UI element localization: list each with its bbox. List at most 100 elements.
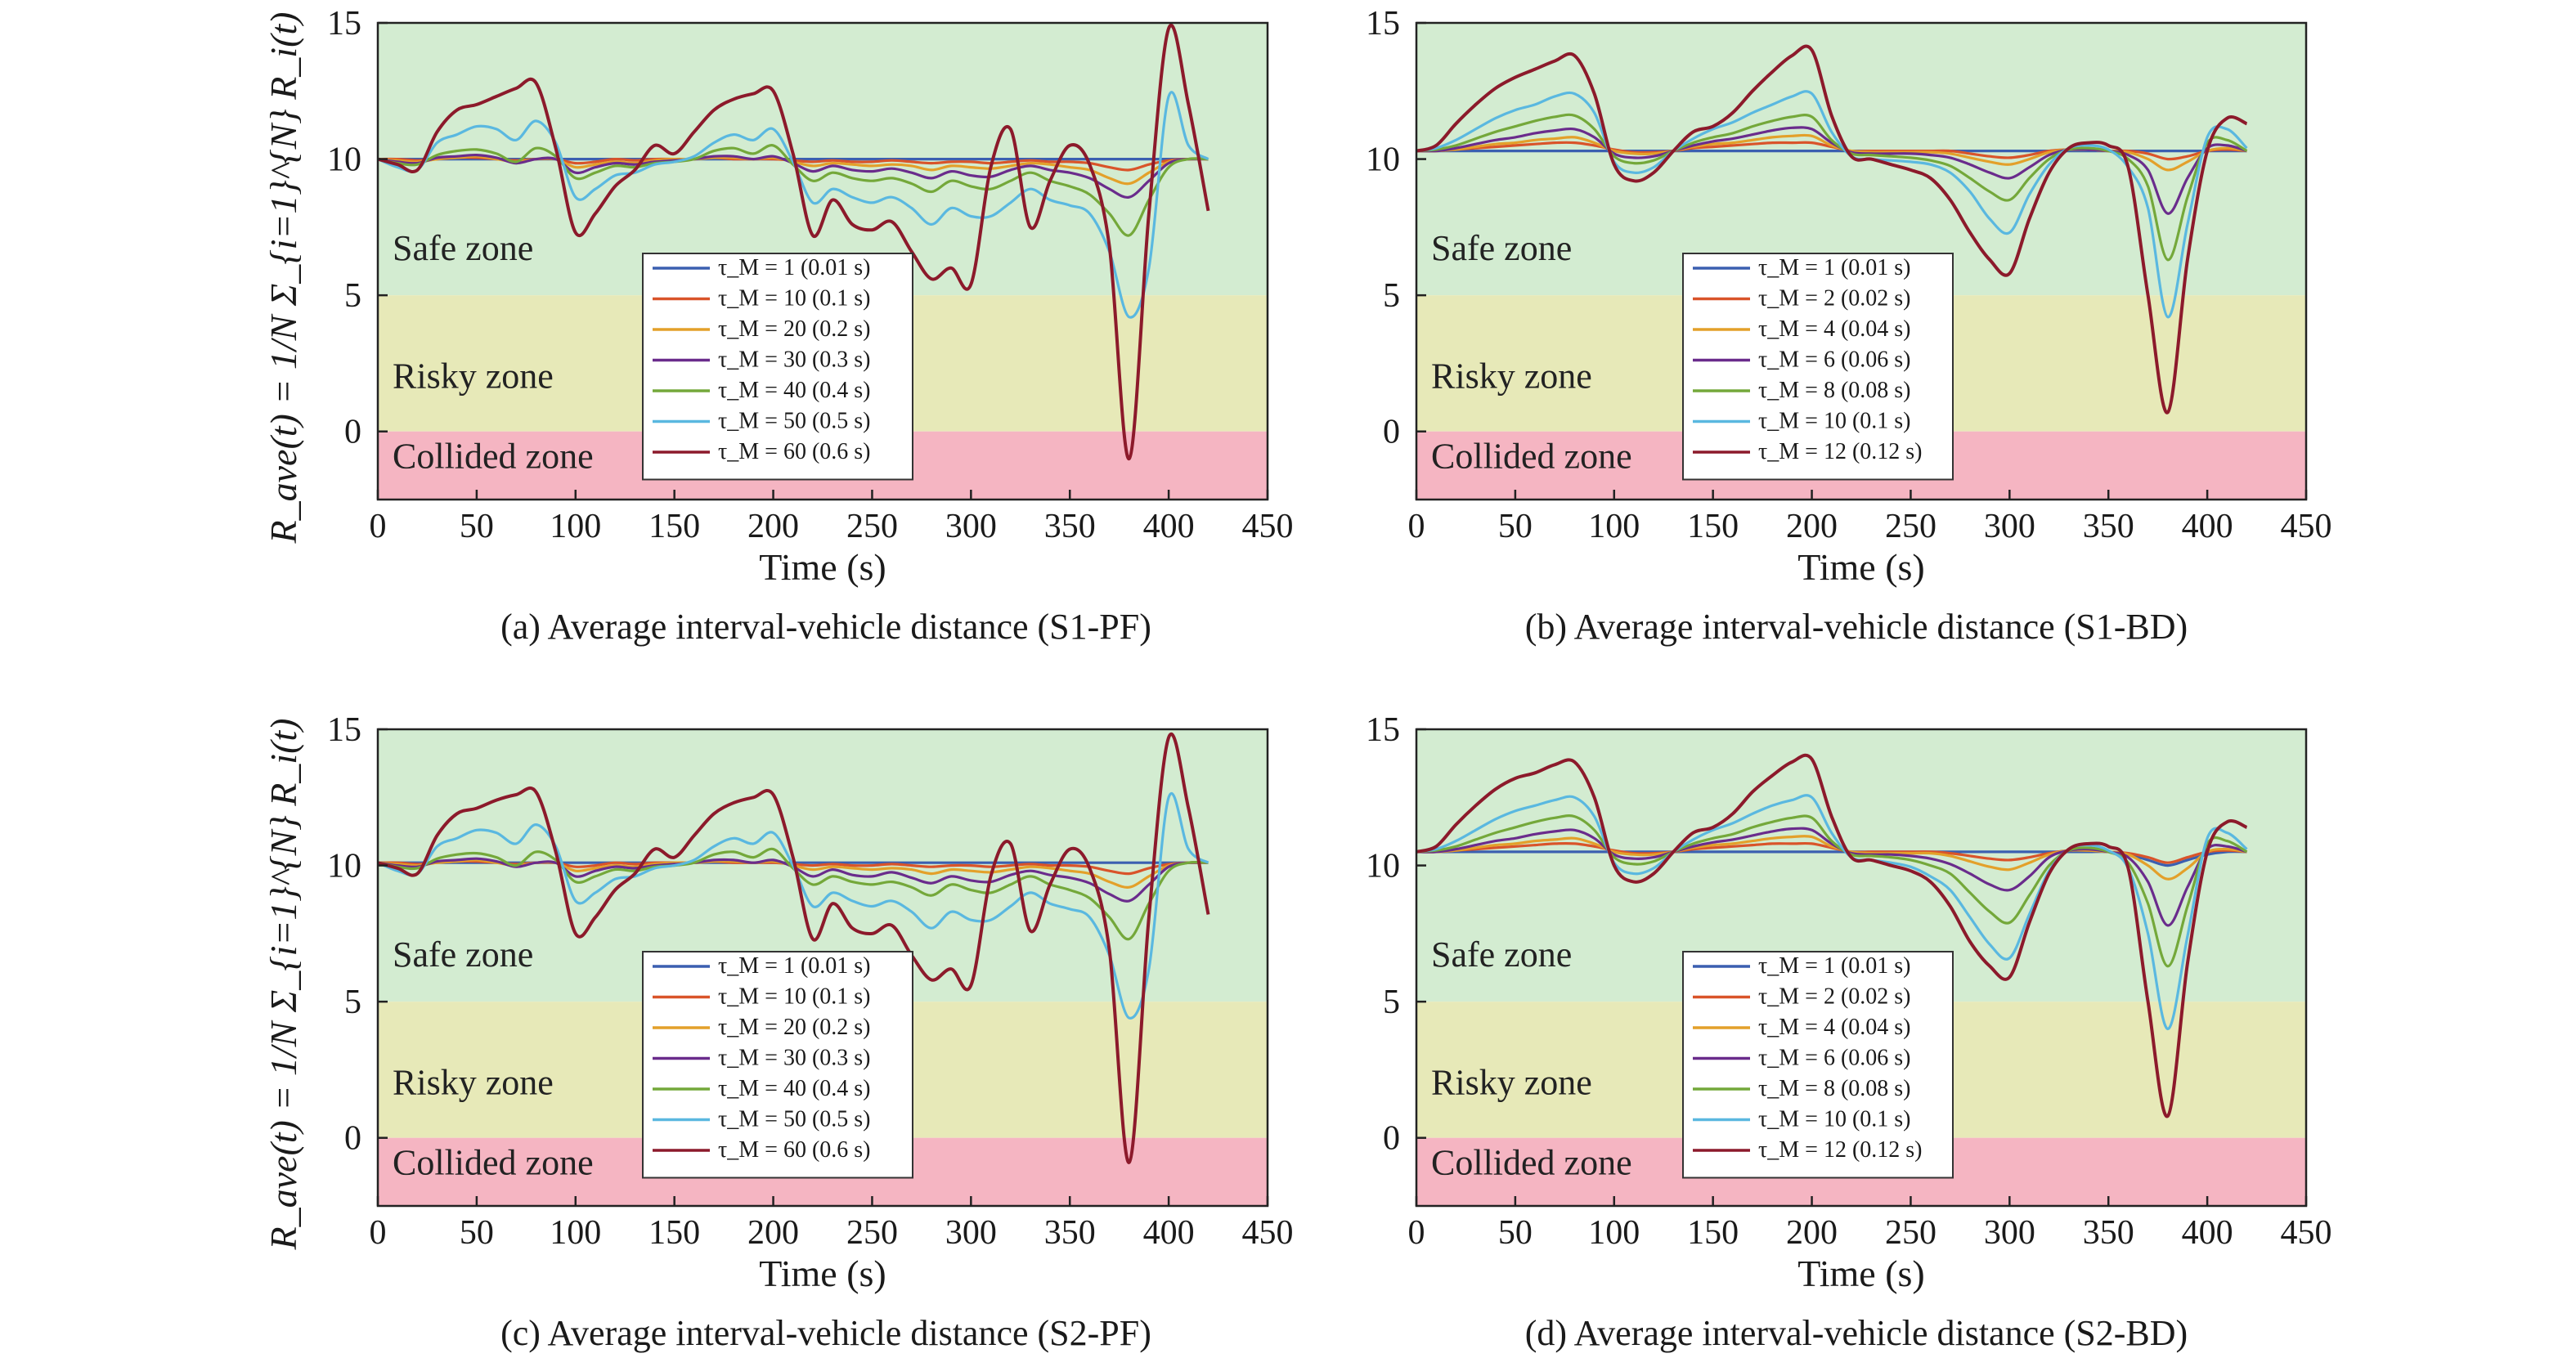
y-tick-label: 10 (327, 848, 361, 885)
legend-entry: τ_M = 4 (0.04 s) (1758, 1015, 1910, 1040)
legend-entry: τ_M = 60 (0.6 s) (718, 439, 870, 464)
panel-caption: (c) Average interval-vehicle distance (S… (500, 1313, 1151, 1353)
x-tick-label: 450 (2281, 1214, 2332, 1252)
legend-entry: τ_M = 2 (0.02 s) (1758, 286, 1910, 311)
series-line (378, 91, 1209, 319)
panel-caption: (a) Average interval-vehicle distance (S… (500, 607, 1151, 647)
legend-entry: τ_M = 50 (0.5 s) (718, 409, 870, 434)
legend-box (642, 951, 913, 1179)
series-group (1416, 44, 2248, 415)
legend-entry: τ_M = 6 (0.06 s) (1758, 1046, 1910, 1071)
plot-frame (1415, 21, 2308, 501)
zone-label: Risky zone (1431, 356, 1592, 396)
x-tick-label: 100 (1588, 1214, 1640, 1252)
y-tick-label: 0 (344, 414, 361, 451)
series-line (1416, 44, 2248, 415)
x-tick-label: 400 (1143, 508, 1195, 545)
x-tick-label: 350 (2083, 1214, 2134, 1252)
x-tick-label: 0 (370, 508, 387, 545)
x-tick-label: 200 (747, 508, 799, 545)
x-tick-label: 50 (460, 508, 494, 545)
zone-label: Collided zone (1431, 437, 1632, 477)
y-tick-label: 5 (344, 984, 361, 1021)
legend-entry: τ_M = 12 (0.12 s) (1758, 1137, 1922, 1163)
legend-entry: τ_M = 1 (0.01 s) (718, 255, 870, 280)
x-tick-label: 50 (1498, 508, 1533, 545)
legend-entry: τ_M = 8 (0.08 s) (1758, 1076, 1910, 1101)
legend-box (642, 253, 913, 481)
x-tick-label: 50 (460, 1214, 494, 1252)
legend-entry: τ_M = 1 (0.01 s) (1758, 255, 1910, 280)
x-tick-label: 150 (648, 1214, 700, 1252)
legend-entry: τ_M = 30 (0.3 s) (718, 347, 870, 373)
x-tick-label: 450 (1242, 508, 1294, 545)
chart-panel-1: Safe zone Risky zone Collided zone 0 50 100 15… (1366, 5, 2332, 647)
x-tick-label: 250 (1885, 508, 1936, 545)
x-tick-label: 50 (1498, 1214, 1533, 1252)
y-axis-label: R_ave(t) = 1/N Σ_{i=1}^{N} R_i(t) (263, 719, 304, 1251)
legend-entry: τ_M = 10 (0.1 s) (1758, 409, 1910, 434)
legend-entry: τ_M = 10 (0.1 s) (718, 984, 870, 1010)
legend-entry: τ_M = 20 (0.2 s) (718, 1015, 870, 1040)
zone-label: Risky zone (393, 356, 554, 396)
legend-entry: τ_M = 40 (0.4 s) (718, 378, 870, 403)
series-line (1416, 753, 2248, 1118)
panel-caption: (b) Average interval-vehicle distance (S… (1525, 607, 2188, 647)
legend-entry: τ_M = 50 (0.5 s) (718, 1107, 870, 1132)
x-tick-label: 100 (1588, 508, 1640, 545)
x-tick-label: 250 (846, 1214, 898, 1252)
legend-entry: τ_M = 8 (0.08 s) (1758, 378, 1910, 403)
x-tick-label: 200 (747, 1214, 799, 1252)
zone-label: Collided zone (393, 437, 594, 477)
x-tick-label: 150 (1687, 1214, 1739, 1252)
x-tick-label: 200 (1786, 508, 1838, 545)
zone-label: Collided zone (1431, 1143, 1632, 1183)
legend-box (1682, 253, 1954, 481)
x-tick-label: 400 (2182, 1214, 2233, 1252)
x-tick-label: 0 (370, 1214, 387, 1252)
y-tick-label: 10 (1366, 141, 1400, 179)
x-tick-label: 400 (1143, 1214, 1195, 1252)
zone-label: Collided zone (393, 1143, 594, 1183)
series-line (378, 733, 1210, 1164)
x-tick-label: 0 (1408, 1214, 1425, 1252)
x-tick-label: 300 (945, 1214, 997, 1252)
x-axis-label: Time (s) (1797, 546, 1925, 588)
x-tick-label: 250 (846, 508, 898, 545)
zone-label: Safe zone (1431, 228, 1572, 268)
plot-frame (376, 21, 1269, 501)
x-tick-label: 350 (1044, 508, 1096, 545)
y-tick-label: 0 (1383, 1120, 1400, 1158)
y-axis-label: R_ave(t) = 1/N Σ_{i=1}^{N} R_i(t) (263, 12, 304, 545)
x-tick-label: 150 (1687, 508, 1739, 545)
x-tick-label: 200 (1786, 1214, 1838, 1252)
x-tick-label: 450 (2281, 508, 2332, 545)
zone-label: Safe zone (393, 228, 533, 268)
x-tick-label: 100 (550, 508, 601, 545)
zone-label: Risky zone (1431, 1062, 1592, 1102)
x-tick-label: 300 (945, 508, 997, 545)
plot-frame (1415, 728, 2308, 1208)
x-tick-label: 300 (1984, 508, 2035, 545)
y-tick-label: 0 (1383, 414, 1400, 451)
x-tick-label: 100 (550, 1214, 601, 1252)
series-group (378, 733, 1210, 1164)
series-group (1416, 753, 2248, 1118)
y-tick-label: 15 (327, 5, 361, 43)
y-tick-label: 0 (344, 1120, 361, 1158)
zone-label: Risky zone (393, 1062, 554, 1102)
x-tick-label: 250 (1885, 1214, 1936, 1252)
legend-entry: τ_M = 60 (0.6 s) (718, 1137, 870, 1163)
y-tick-label: 15 (1366, 5, 1400, 43)
series-line (378, 24, 1210, 461)
zone-label: Safe zone (1431, 934, 1572, 975)
x-tick-label: 300 (1984, 1214, 2035, 1252)
series-group (378, 24, 1210, 461)
legend-entry: τ_M = 6 (0.06 s) (1758, 347, 1910, 373)
x-axis-label: Time (s) (1797, 1253, 1925, 1294)
series-line (378, 792, 1209, 1020)
legend-entry: τ_M = 40 (0.4 s) (718, 1076, 870, 1101)
